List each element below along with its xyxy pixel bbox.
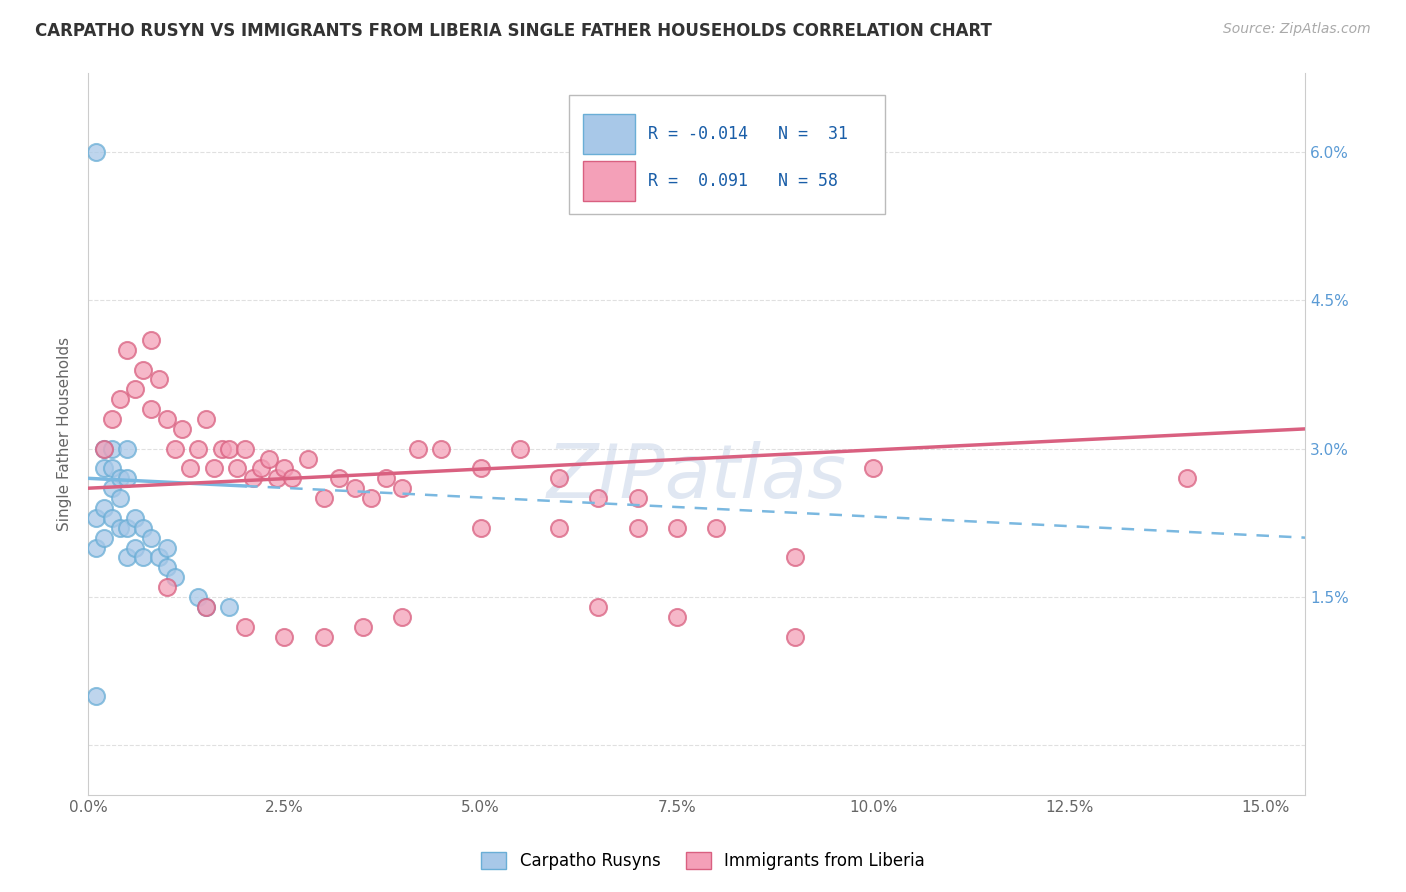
Point	[312, 630, 335, 644]
Point	[108, 491, 131, 505]
Point	[328, 471, 350, 485]
Point	[100, 481, 122, 495]
Text: R = -0.014   N =  31: R = -0.014 N = 31	[648, 126, 848, 144]
Point	[360, 491, 382, 505]
Point	[250, 461, 273, 475]
Point	[156, 541, 179, 555]
Point	[273, 461, 295, 475]
Point	[156, 560, 179, 574]
Point	[117, 442, 139, 456]
Point	[108, 521, 131, 535]
Point	[194, 412, 217, 426]
Point	[1175, 471, 1198, 485]
Point	[375, 471, 398, 485]
Point	[139, 402, 162, 417]
Point	[242, 471, 264, 485]
Point	[117, 550, 139, 565]
Point	[666, 521, 689, 535]
FancyBboxPatch shape	[583, 161, 634, 201]
Point	[704, 521, 727, 535]
Point	[211, 442, 233, 456]
Point	[93, 461, 115, 475]
Point	[93, 531, 115, 545]
Point	[297, 451, 319, 466]
Point	[187, 442, 209, 456]
Point	[470, 461, 492, 475]
Point	[100, 461, 122, 475]
Point	[588, 491, 610, 505]
Point	[93, 442, 115, 456]
Point	[100, 412, 122, 426]
Point	[548, 471, 571, 485]
Point	[281, 471, 304, 485]
Text: ZIPatlas: ZIPatlas	[547, 442, 846, 513]
Point	[391, 481, 413, 495]
Point	[257, 451, 280, 466]
Point	[312, 491, 335, 505]
Point	[233, 619, 256, 633]
Point	[124, 382, 146, 396]
Point	[132, 550, 155, 565]
Point	[139, 531, 162, 545]
Point	[202, 461, 225, 475]
Point	[124, 541, 146, 555]
Point	[108, 471, 131, 485]
Point	[194, 599, 217, 614]
Point	[430, 442, 453, 456]
Point	[352, 619, 374, 633]
Point	[862, 461, 884, 475]
Point	[117, 343, 139, 357]
Point	[226, 461, 249, 475]
Point	[509, 442, 531, 456]
Point	[100, 511, 122, 525]
Point	[84, 689, 107, 703]
Point	[117, 521, 139, 535]
Point	[406, 442, 429, 456]
Point	[132, 362, 155, 376]
Text: CARPATHO RUSYN VS IMMIGRANTS FROM LIBERIA SINGLE FATHER HOUSEHOLDS CORRELATION C: CARPATHO RUSYN VS IMMIGRANTS FROM LIBERI…	[35, 22, 993, 40]
Point	[391, 609, 413, 624]
Point	[588, 599, 610, 614]
Point	[233, 442, 256, 456]
Point	[163, 442, 186, 456]
Point	[666, 609, 689, 624]
Point	[172, 422, 194, 436]
Point	[139, 333, 162, 347]
Point	[124, 511, 146, 525]
Point	[783, 550, 806, 565]
Y-axis label: Single Father Households: Single Father Households	[58, 337, 72, 531]
Point	[163, 570, 186, 584]
Point	[117, 471, 139, 485]
FancyBboxPatch shape	[569, 95, 886, 214]
Point	[93, 442, 115, 456]
Point	[179, 461, 201, 475]
Point	[148, 550, 170, 565]
Point	[187, 590, 209, 604]
Point	[156, 580, 179, 594]
Point	[218, 599, 240, 614]
Point	[266, 471, 288, 485]
Point	[148, 372, 170, 386]
Text: Source: ZipAtlas.com: Source: ZipAtlas.com	[1223, 22, 1371, 37]
Point	[627, 491, 650, 505]
Point	[194, 599, 217, 614]
Point	[783, 630, 806, 644]
Point	[470, 521, 492, 535]
Point	[218, 442, 240, 456]
Point	[273, 630, 295, 644]
Point	[84, 145, 107, 159]
FancyBboxPatch shape	[583, 114, 634, 154]
Point	[84, 511, 107, 525]
Point	[548, 521, 571, 535]
Point	[108, 392, 131, 407]
Point	[84, 541, 107, 555]
Point	[156, 412, 179, 426]
Point	[132, 521, 155, 535]
Legend: Carpatho Rusyns, Immigrants from Liberia: Carpatho Rusyns, Immigrants from Liberia	[475, 845, 931, 877]
Point	[93, 500, 115, 515]
Point	[100, 442, 122, 456]
Text: R =  0.091   N = 58: R = 0.091 N = 58	[648, 172, 838, 190]
Point	[344, 481, 367, 495]
Point	[627, 521, 650, 535]
